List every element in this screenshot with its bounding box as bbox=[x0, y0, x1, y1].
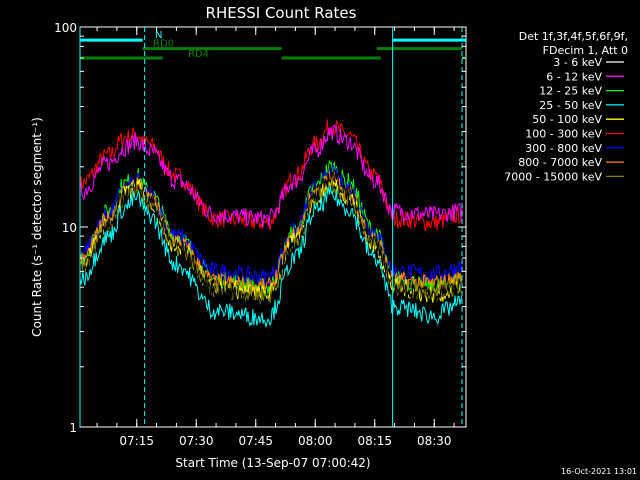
y-axis-label: Count Rate (s⁻¹ detector segment⁻¹) bbox=[30, 117, 44, 337]
state-flag-label: RD0 bbox=[153, 39, 174, 50]
state-flag-label: N bbox=[155, 30, 162, 41]
legend-label: 7000 - 15000 keV bbox=[504, 170, 602, 183]
x-tick-label: 07:45 bbox=[238, 434, 273, 448]
x-axis: 07:15 07:30 07:45 08:00 08:15 08:30 bbox=[96, 27, 455, 448]
state-flag-label: RD4 bbox=[188, 49, 209, 60]
series-line-100-300-kev bbox=[79, 119, 463, 232]
legend-label: 50 - 100 keV bbox=[532, 113, 602, 126]
y-axis: 1 10 100 bbox=[54, 21, 466, 435]
footer-timestamp: 16-Oct-2021 13:01 bbox=[561, 467, 637, 476]
legend-label: 300 - 800 keV bbox=[525, 142, 602, 155]
chart-title: RHESSI Count Rates bbox=[206, 4, 357, 22]
series-line-6-12-kev bbox=[79, 124, 463, 228]
legend-label: 12 - 25 keV bbox=[539, 85, 602, 98]
x-tick-label: 08:15 bbox=[357, 434, 392, 448]
x-axis-label: Start Time (13-Sep-07 07:00:42) bbox=[175, 456, 370, 470]
legend-label: 100 - 300 keV bbox=[525, 128, 602, 141]
series-line-3-6-kev bbox=[79, 170, 463, 312]
y-tick-label: 10 bbox=[62, 221, 77, 235]
series-line-25-50-kev bbox=[79, 185, 463, 328]
y-tick-label: 100 bbox=[54, 21, 77, 35]
legend-label: 800 - 7000 keV bbox=[518, 156, 602, 169]
x-tick-label: 07:30 bbox=[179, 434, 214, 448]
x-tick-label: 08:00 bbox=[298, 434, 333, 448]
x-tick-label: 07:15 bbox=[119, 434, 154, 448]
legend-label: 6 - 12 keV bbox=[546, 70, 602, 83]
legend-label: 25 - 50 keV bbox=[539, 99, 602, 112]
y-tick-label: 1 bbox=[69, 421, 77, 435]
x-tick-label: 08:30 bbox=[417, 434, 452, 448]
legend-label: 3 - 6 keV bbox=[553, 56, 602, 69]
legend-header-line: Det 1f,3f,4f,5f,6f,9f, bbox=[519, 30, 628, 43]
legend: Det 1f,3f,4f,5f,6f,9f,FDecim 1, Att 03 -… bbox=[504, 30, 628, 183]
series-layer bbox=[79, 119, 463, 328]
legend-header-line: FDecim 1, Att 0 bbox=[543, 44, 628, 57]
